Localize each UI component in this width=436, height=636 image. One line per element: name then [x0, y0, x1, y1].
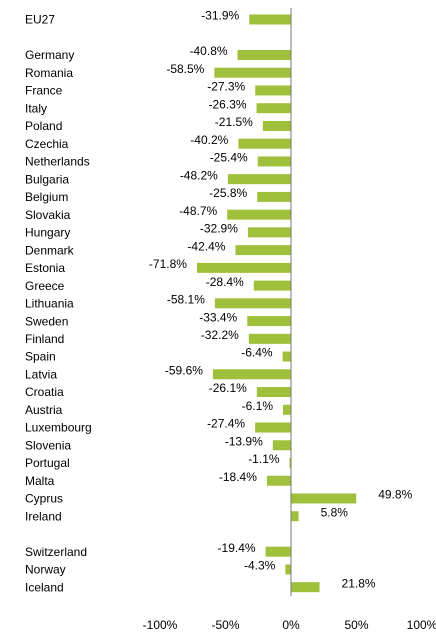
bar: [238, 138, 291, 149]
bar: [235, 245, 291, 256]
category-label: Lithuania: [25, 297, 74, 311]
category-label: France: [25, 84, 63, 98]
value-label: -32.9%: [200, 222, 238, 236]
value-label: -58.5%: [166, 62, 204, 76]
value-label: -4.3%: [244, 559, 276, 573]
category-label: Romania: [25, 66, 73, 80]
value-label: -26.1%: [209, 381, 247, 395]
bar: [266, 475, 291, 486]
value-label: -48.2%: [180, 168, 218, 182]
bar: [227, 174, 291, 185]
category-label: Austria: [25, 403, 63, 417]
value-label: -59.6%: [165, 363, 203, 377]
value-label: -6.1%: [242, 399, 274, 413]
value-label: -42.4%: [187, 239, 225, 253]
value-label: -27.4%: [207, 417, 245, 431]
bar: [212, 369, 291, 380]
category-label: Italy: [25, 101, 47, 115]
x-tick-label: 100%: [407, 618, 436, 632]
bar: [255, 422, 291, 433]
value-label: -18.4%: [219, 470, 257, 484]
category-label: Portugal: [25, 456, 70, 470]
category-label: Germany: [25, 48, 74, 62]
bar: [248, 333, 291, 344]
bar: [265, 546, 291, 557]
category-label: Slovenia: [25, 438, 71, 452]
category-label: Hungary: [25, 226, 70, 240]
value-label: -21.5%: [215, 115, 253, 129]
value-label: -19.4%: [218, 541, 256, 555]
value-label: 5.8%: [321, 505, 349, 519]
bar: [262, 120, 291, 131]
category-label: Cyprus: [25, 492, 63, 506]
category-label: Greece: [25, 279, 65, 293]
value-label: -25.8%: [209, 186, 247, 200]
value-label: -71.8%: [149, 257, 187, 271]
category-label: Malta: [25, 474, 55, 488]
category-label: Estonia: [25, 261, 65, 275]
value-label: -33.4%: [199, 310, 237, 324]
value-label: -13.9%: [225, 434, 263, 448]
bar: [247, 227, 291, 238]
value-label: -26.3%: [209, 97, 247, 111]
value-label: -40.8%: [190, 44, 228, 58]
bar: [291, 582, 320, 593]
bar: [249, 14, 291, 25]
bar: [282, 351, 291, 362]
category-label: Poland: [25, 119, 62, 133]
category-label: Bulgaria: [25, 172, 69, 186]
value-label: -6.4%: [241, 346, 273, 360]
category-label: Latvia: [25, 367, 57, 381]
bar: [253, 280, 291, 291]
value-label: -25.4%: [210, 151, 248, 165]
x-tick-label: 50%: [344, 618, 368, 632]
bar: [272, 440, 291, 451]
category-label: Denmark: [25, 243, 75, 257]
category-label: Belgium: [25, 190, 68, 204]
x-tick-label: -50%: [211, 618, 239, 632]
category-label: Ireland: [25, 509, 62, 523]
value-label: -32.2%: [201, 328, 239, 342]
bar: [255, 85, 291, 96]
category-label: Slovakia: [25, 208, 71, 222]
category-label: Sweden: [25, 314, 68, 328]
bar: [214, 298, 291, 309]
value-label: -27.3%: [207, 80, 245, 94]
bar: [257, 191, 291, 202]
value-label: 49.8%: [378, 488, 412, 502]
category-label: Switzerland: [25, 545, 87, 559]
bar: [291, 493, 357, 504]
value-label: -40.2%: [190, 133, 228, 147]
bar: [247, 316, 291, 327]
category-label: Czechia: [25, 137, 69, 151]
value-label: -48.7%: [179, 204, 217, 218]
value-label: -1.1%: [248, 452, 280, 466]
category-label: Norway: [25, 563, 66, 577]
bar: [214, 67, 291, 78]
bar: [256, 387, 291, 398]
bar: [257, 156, 291, 167]
bar: [237, 49, 291, 60]
category-label: Luxembourg: [25, 421, 92, 435]
bar: [285, 564, 291, 575]
bar: [256, 103, 291, 114]
value-label: -31.9%: [201, 9, 239, 23]
category-label: Netherlands: [25, 155, 90, 169]
bar: [283, 404, 291, 415]
category-label: Finland: [25, 332, 64, 346]
value-label: -28.4%: [206, 275, 244, 289]
bar: [291, 511, 299, 522]
category-label: Croatia: [25, 385, 64, 399]
value-label: 21.8%: [342, 576, 376, 590]
value-label: -58.1%: [167, 293, 205, 307]
bar: [196, 262, 291, 273]
x-tick-label: -100%: [143, 618, 178, 632]
category-label: Iceland: [25, 580, 64, 594]
bar: [289, 458, 291, 468]
x-tick-label: 0%: [282, 618, 300, 632]
bar: [227, 209, 291, 220]
category-label: EU27: [25, 13, 55, 27]
category-label: Spain: [25, 350, 56, 364]
